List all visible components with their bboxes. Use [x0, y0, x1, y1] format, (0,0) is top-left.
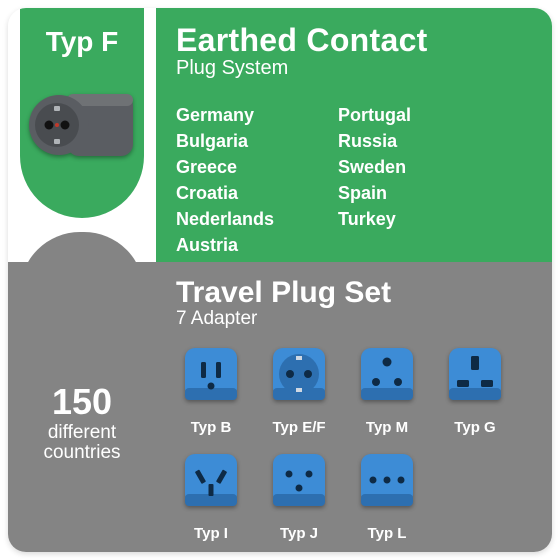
- adapter-item: Typ E/F: [264, 344, 334, 436]
- adapter-plug-icon: [443, 344, 507, 413]
- adapter-label: Typ L: [368, 525, 407, 542]
- country-item: Spain: [338, 180, 411, 206]
- country-item: Turkey: [338, 206, 411, 232]
- adapter-item: Typ I: [176, 450, 246, 542]
- countries-count: 150: [52, 381, 112, 423]
- country-item: Germany: [176, 102, 274, 128]
- travel-subtitle: 7 Adapter: [176, 308, 534, 330]
- country-item: Portugal: [338, 102, 411, 128]
- earthed-title: Earthed Contact: [176, 22, 534, 59]
- countries-col-1: GermanyBulgariaGreeceCroatiaNederlandsAu…: [176, 102, 274, 259]
- badge-column: Typ F: [8, 8, 156, 262]
- adapter-label: Typ E/F: [272, 419, 325, 436]
- adapter-item: Typ B: [176, 344, 246, 436]
- adapter-label: Typ J: [280, 525, 318, 542]
- countries-list: GermanyBulgariaGreeceCroatiaNederlandsAu…: [176, 102, 534, 259]
- travel-title: Travel Plug Set: [176, 276, 534, 310]
- type-badge: Typ F: [20, 8, 144, 218]
- country-item: Nederlands: [176, 206, 274, 232]
- adapter-plug-icon: [355, 344, 419, 413]
- adapter-plug-icon: [267, 450, 331, 519]
- adapter-item: Typ M: [352, 344, 422, 436]
- adapter-plug-icon: [179, 450, 243, 519]
- country-item: Greece: [176, 154, 274, 180]
- adapter-item: Typ G: [440, 344, 510, 436]
- country-item: Croatia: [176, 180, 274, 206]
- countries-count-line2: countries: [43, 443, 120, 463]
- adapter-item: Typ J: [264, 450, 334, 542]
- adapter-label: Typ B: [191, 419, 232, 436]
- earthed-subtitle: Plug System: [176, 57, 534, 80]
- adapter-label: Typ G: [454, 419, 495, 436]
- adapter-label: Typ M: [366, 419, 408, 436]
- top-row: Typ F Earthed Contact Plug System German…: [8, 8, 552, 262]
- main-plug-illustration: [27, 84, 137, 175]
- country-item: Russia: [338, 128, 411, 154]
- adapter-plug-icon: [179, 344, 243, 413]
- earthed-contact-panel: Earthed Contact Plug System GermanyBulga…: [156, 8, 552, 262]
- countries-count-panel: 150 different countries: [8, 262, 156, 552]
- type-badge-label: Typ F: [46, 26, 119, 58]
- country-item: Austria: [176, 232, 274, 258]
- travel-plug-panel: Travel Plug Set 7 Adapter Typ B Typ E/F: [156, 262, 552, 552]
- adapter-plug-icon: [355, 450, 419, 519]
- adapter-label: Typ I: [194, 525, 228, 542]
- infographic-card: Typ F Earthed Contact Plug System German…: [8, 8, 552, 552]
- bottom-row: 150 different countries Travel Plug Set …: [8, 262, 552, 552]
- adapter-plug-icon: [267, 344, 331, 413]
- country-item: Sweden: [338, 154, 411, 180]
- countries-count-line1: different: [48, 423, 116, 443]
- adapter-grid: Typ B Typ E/F Typ M Typ G: [176, 344, 534, 542]
- country-item: Bulgaria: [176, 128, 274, 154]
- adapter-item: Typ L: [352, 450, 422, 542]
- countries-col-2: PortugalRussiaSwedenSpainTurkey: [338, 102, 411, 259]
